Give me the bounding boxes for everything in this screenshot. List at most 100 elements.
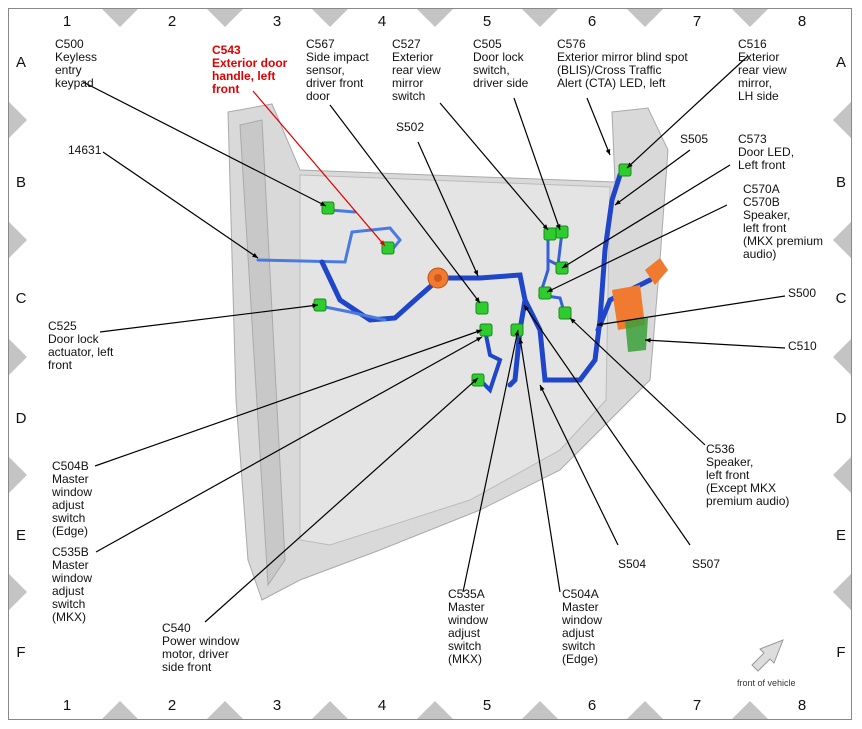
front-of-vehicle-arrow-icon [751,639,784,672]
callout-text: (MKX) [448,652,482,666]
grid-marker [102,9,138,27]
leader-line-c536 [569,317,706,446]
leader-line-c535b [95,336,483,553]
callout-text: Master [448,600,485,614]
arrowhead-icon [472,378,478,384]
leader-line-c500 [82,81,327,207]
row-label-C: C [835,290,847,307]
callout-text: adjust [448,626,481,640]
leader-line-c567 [329,104,481,304]
callout-c570: C570A C570B Speaker, left front (MKX premium… [743,183,823,261]
leader-line-s507 [523,304,691,546]
grid-marker [833,339,851,375]
leader-line-c543 [252,90,386,247]
connector-icon [555,225,569,239]
callout-text: front [48,358,73,372]
grid-marker [522,9,558,27]
callout-text: side front [162,660,212,674]
column-label-3: 3 [272,13,282,30]
callout-text: (MKX premium [743,234,824,248]
callout-text: Speaker, [743,208,791,222]
arrowhead-icon [518,338,524,344]
callout-text: premium audio) [706,494,790,508]
arrowhead-icon [540,385,545,391]
column-label-7: 7 [692,697,702,714]
door-panel [227,103,669,601]
callout-text: Master [52,472,89,486]
callout-text: switch [52,511,86,525]
leader-line-c504b [94,329,483,467]
callout-text: mirror [392,76,424,90]
arrowhead-icon [627,162,633,168]
arrowhead-icon [597,321,603,327]
row-label-F: F [16,644,26,661]
grid-marker [312,9,348,27]
arrowhead-icon [542,224,548,230]
arrowhead-icon [570,318,576,324]
callout-text: adjust [52,584,85,598]
grid-marker [417,701,453,719]
leader-line-s505 [614,149,691,206]
arrowhead-icon [514,330,520,336]
row-label-D: D [835,410,847,427]
callout-text: switch [392,89,426,103]
arrowhead-icon [252,252,258,258]
grid-marker [627,701,663,719]
leader-line-s502 [417,141,479,277]
grid-marker [102,701,138,719]
callout-text: mirror, [738,76,772,90]
row-label-E: E [835,527,846,544]
callout-c500: C500 Keyless entry keypad [55,38,97,90]
column-label-8: 8 [797,697,807,714]
callout-s507: S507 [692,558,720,571]
callout-text: (Except MKX [706,481,777,495]
callout-c535b: C535B Master window adjust switch (MKX) [52,546,92,624]
grid-marker [9,339,27,375]
row-label-F: F [836,644,846,661]
arrowhead-icon [476,329,482,335]
callout-text: Door LED, [738,145,795,159]
callout-text: S504 [618,557,647,571]
callout-text: Keyless [55,50,98,64]
column-label-1: 1 [62,697,72,714]
connector-icon [538,286,552,300]
callout-text: audio) [743,247,777,261]
leader-line-c516 [626,55,749,169]
callout-text: (MKX) [52,610,86,624]
grid-marker [417,9,453,27]
callout-c504b: C504B Master window adjust switch (Edge) [52,460,92,538]
callout-text: driver front [306,76,364,90]
connector-icon [381,241,395,255]
column-label-2: 2 [167,697,177,714]
grid-marker [207,701,243,719]
leader-line-c573 [561,164,731,269]
diagram-frame [8,8,852,720]
column-label-5: 5 [482,13,492,30]
grid-marker [9,457,27,493]
callout-c567: C567 Side impact sensor, driver front door [306,38,369,103]
callout-text: rear view [738,63,787,77]
callout-text: keypad [55,76,94,90]
column-label-8: 8 [797,13,807,30]
leader-line-c510 [644,339,786,349]
callout-text: switch [448,639,482,653]
callout-c543: C543 Exterior door handle, left front [212,44,287,96]
column-label-4: 4 [377,13,387,30]
callout-c573: C573 Door LED, Left front [738,133,794,172]
callout-text: C543 [212,43,241,57]
leader-line-c540 [204,377,479,623]
callout-text: C540 [162,621,191,635]
row-label-B: B [835,174,846,191]
arrowhead-icon [476,337,482,342]
column-label-7: 7 [692,13,702,30]
arrowhead-icon [615,199,621,205]
grid-marker [833,574,851,610]
callout-text: Left front [738,158,786,172]
leader-line-c525 [99,304,319,333]
callout-text: C535A [448,587,485,601]
callout-text: S505 [680,132,709,146]
callout-text: C573 [738,132,767,146]
column-label-1: 1 [62,13,72,30]
callout-text: Exterior mirror blind spot [557,50,688,64]
callout-text: C525 [48,319,77,333]
